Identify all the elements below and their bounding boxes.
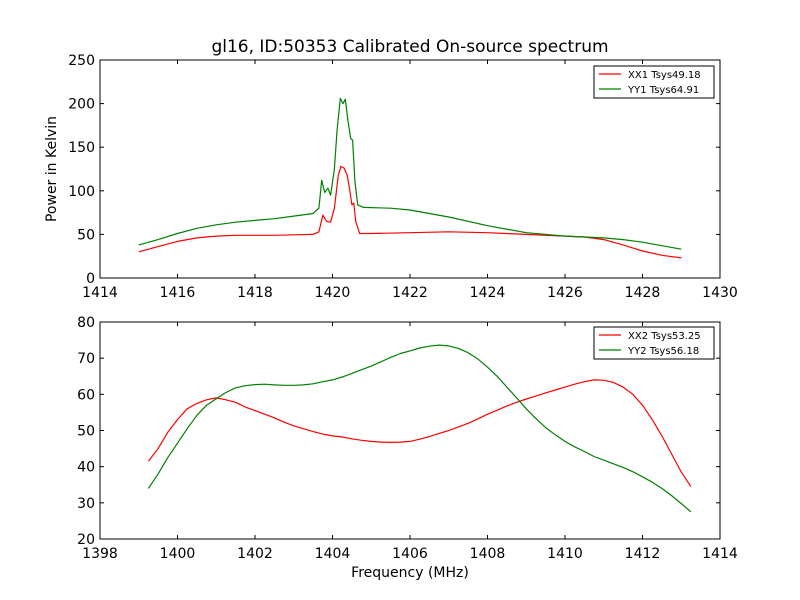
- bottom-panel-xtick-label: 1406: [392, 546, 428, 562]
- top-panel-xtick-label: 1416: [160, 285, 196, 301]
- top-panel-legend: [593, 65, 715, 99]
- top-panel-legend-label: XX1 Tsys49.18: [628, 70, 701, 81]
- bottom-panel-series-xx-line: [147, 379, 692, 487]
- top-panel-series-yy-line: [138, 97, 682, 250]
- top-panel-ytick-label: 250: [68, 53, 95, 69]
- bottom-panel-xtick-label: 1402: [237, 546, 273, 562]
- bottom-panel-xlabel: Frequency (MHz): [351, 565, 469, 581]
- bottom-panel-xtick-label: 1408: [470, 546, 506, 562]
- bottom-panel-ytick-label: 40: [77, 460, 95, 476]
- bottom-panel-xtick-label: 1400: [160, 546, 196, 562]
- bottom-panel-legend-label: XX2 Tsys53.25: [628, 331, 701, 342]
- top-panel-ylabel: Power in Kelvin: [44, 116, 60, 222]
- figure-title: gl16, ID:50353 Calibrated On-source spec…: [211, 37, 608, 57]
- bottom-panel-xtick-label: 1398: [82, 546, 118, 562]
- top-panel-ytick-label: 50: [77, 227, 95, 243]
- bottom-panel-ytick-label: 70: [77, 351, 95, 367]
- top-panel-xtick-label: 1418: [237, 285, 273, 301]
- bottom-panel-ytick-label: 50: [77, 424, 95, 440]
- top-panel-ytick-label: 100: [68, 184, 95, 200]
- top-panel-xtick-label: 1424: [470, 285, 506, 301]
- bottom-panel-ytick-label: 60: [77, 387, 95, 403]
- bottom-panel-ytick-label: 20: [77, 532, 95, 548]
- top-panel-xtick-label: 1420: [315, 285, 351, 301]
- top-panel-ytick-label: 150: [68, 140, 95, 156]
- bottom-panel-xtick-label: 1414: [702, 546, 738, 562]
- top-panel: 1414 1416 1418 1420 1422 1424 1426 1428 1430 0 50 1…: [68, 53, 738, 301]
- bottom-panel-legend: [593, 326, 715, 360]
- top-panel-xtick-label: 1422: [392, 285, 428, 301]
- bottom-panel: 1398 1400 1402 1404 1406 1408 1410 1412 1414 20 30…: [77, 315, 738, 562]
- top-panel-xtick-label: 1426: [547, 285, 583, 301]
- bottom-panel-ytick-label: 30: [77, 496, 95, 512]
- bottom-panel-xtick-label: 1410: [547, 546, 583, 562]
- bottom-panel-series-yy-line: [147, 344, 692, 513]
- bottom-panel-legend-label: YY2 Tsys56.18: [627, 346, 699, 357]
- top-panel-xtick-label: 1414: [82, 285, 118, 301]
- top-panel-xtick-label: 1430: [702, 285, 738, 301]
- bottom-panel-xtick-label: 1412: [625, 546, 661, 562]
- bottom-panel-xtick-label: 1404: [315, 546, 351, 562]
- top-panel-xtick-label: 1428: [625, 285, 661, 301]
- top-panel-legend-label: YY1 Tsys64.91: [627, 85, 699, 96]
- top-panel-ytick-label: 200: [68, 97, 95, 113]
- top-panel-ytick-label: 0: [86, 271, 95, 287]
- bottom-panel-ytick-label: 80: [77, 315, 95, 331]
